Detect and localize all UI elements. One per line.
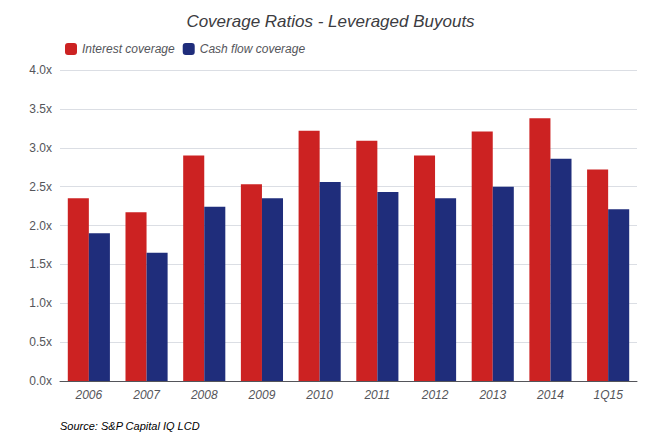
svg-text:4.0x: 4.0x bbox=[29, 63, 52, 77]
svg-text:3.0x: 3.0x bbox=[29, 141, 52, 155]
svg-text:2008: 2008 bbox=[190, 388, 218, 402]
svg-text:Source: S&P Capital IQ LCD: Source: S&P Capital IQ LCD bbox=[60, 420, 200, 432]
svg-text:1.0x: 1.0x bbox=[29, 296, 52, 310]
svg-text:2009: 2009 bbox=[248, 388, 276, 402]
svg-text:Coverage Ratios - Leveraged Bu: Coverage Ratios - Leveraged Buyouts bbox=[186, 12, 475, 31]
svg-text:3.5x: 3.5x bbox=[29, 102, 52, 116]
svg-text:2013: 2013 bbox=[478, 388, 506, 402]
svg-text:2007: 2007 bbox=[132, 388, 161, 402]
svg-text:0.0x: 0.0x bbox=[29, 374, 52, 388]
svg-text:1Q15: 1Q15 bbox=[593, 388, 623, 402]
svg-text:2.0x: 2.0x bbox=[29, 219, 52, 233]
svg-text:2010: 2010 bbox=[305, 388, 333, 402]
svg-text:Cash flow coverage: Cash flow coverage bbox=[200, 42, 306, 56]
svg-text:Interest coverage: Interest coverage bbox=[82, 42, 175, 56]
svg-text:2.5x: 2.5x bbox=[29, 180, 52, 194]
svg-text:0.5x: 0.5x bbox=[29, 335, 52, 349]
svg-text:2006: 2006 bbox=[74, 388, 102, 402]
svg-text:1.5x: 1.5x bbox=[29, 257, 52, 271]
svg-text:2011: 2011 bbox=[363, 388, 390, 402]
svg-text:2012: 2012 bbox=[421, 388, 449, 402]
svg-text:2014: 2014 bbox=[536, 388, 564, 402]
